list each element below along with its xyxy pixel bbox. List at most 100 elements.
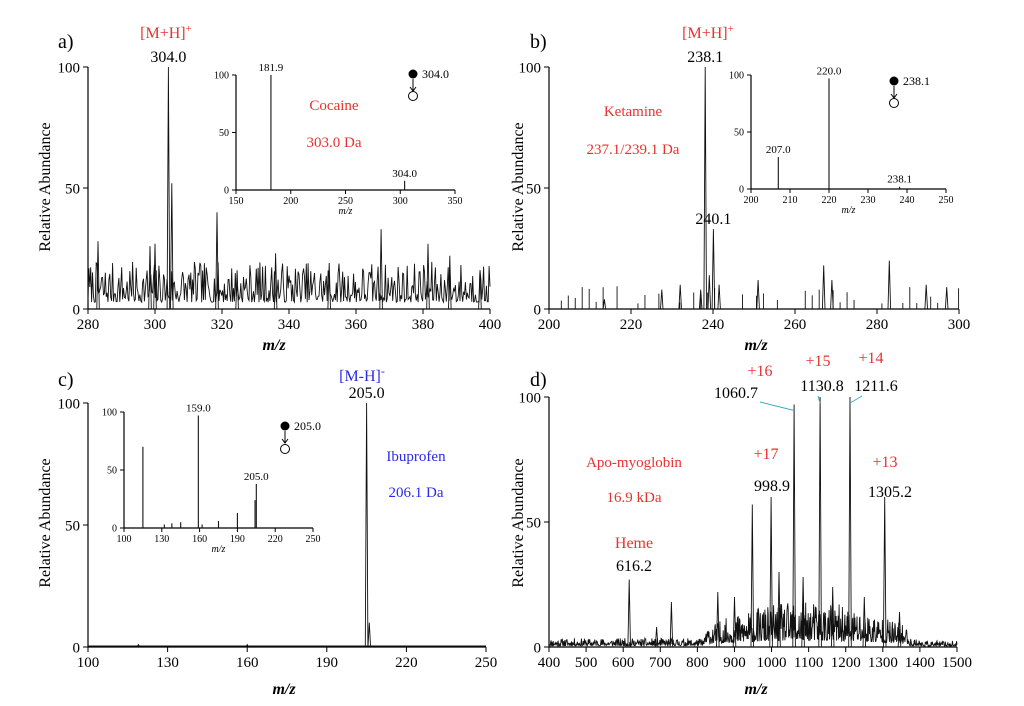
panel-a: a) Relative Abundance m/z 280 300 320 340 36… bbox=[37, 23, 501, 354]
panel-d-y-tick-label: 0 bbox=[534, 640, 542, 656]
panel-a-x-tick-label: 340 bbox=[278, 317, 301, 333]
panel-b-peak bbox=[707, 275, 712, 310]
panel-a-peak bbox=[169, 183, 174, 310]
panel-c-y-tick-label: 100 bbox=[58, 396, 81, 412]
panel-d-peak bbox=[862, 596, 867, 648]
panel-b-peak bbox=[887, 260, 892, 310]
panel-b-x-tick-label: 240 bbox=[702, 317, 725, 333]
panel-b-compound-label: Ketamine bbox=[604, 104, 663, 120]
panel-d-annotation-leader bbox=[817, 395, 821, 404]
panel-b-x-tick-label: 300 bbox=[948, 317, 971, 333]
panel-b-peak bbox=[602, 299, 607, 310]
panel-a-peak bbox=[448, 255, 452, 310]
panel-d-annotation-leader bbox=[759, 401, 795, 411]
panel-d-x-tick-label: 1200 bbox=[831, 655, 861, 671]
panel-d-x-tick-label: 800 bbox=[686, 655, 709, 671]
panel-c-peak bbox=[364, 402, 369, 648]
panel-c-x-axis-label: m/z bbox=[272, 681, 296, 698]
panel-b-peak bbox=[924, 284, 928, 310]
panel-c-inset-x-axis-label: m/z bbox=[212, 544, 226, 555]
panel-a-peak bbox=[379, 229, 383, 310]
panel-c-main-plot: 100 130 160 190 220 250 0 50 100 205.0 bbox=[58, 385, 498, 671]
panel-b-inset-x-tick-label: 230 bbox=[861, 195, 876, 206]
panel-d-annotation-tag: +13 bbox=[872, 454, 897, 471]
panel-a-peak bbox=[166, 66, 171, 310]
panel-a-y-tick-label: 100 bbox=[58, 60, 81, 76]
panel-a-inset-peak-label: 181.9 bbox=[259, 62, 284, 74]
panel-b-x-axis-label: m/z bbox=[744, 337, 768, 354]
panel-b-inset-peak-label: 207.0 bbox=[766, 144, 791, 156]
panel-d-compound-label: Apo-myoglobin bbox=[586, 455, 682, 471]
panel-d-peak bbox=[732, 596, 737, 648]
panel-d-x-axis-label: m/z bbox=[744, 681, 768, 698]
panel-b-mass-label: 237.1/239.1 Da bbox=[587, 142, 680, 158]
panel-a-y-axis-label: Relative Abundance bbox=[37, 122, 54, 251]
panel-d-annotation-value: 616.2 bbox=[616, 558, 652, 575]
panel-b-x-tick-label: 200 bbox=[538, 317, 561, 333]
panel-a-x-tick-label: 400 bbox=[479, 317, 502, 333]
panel-c-ion-label: [M-H]- bbox=[339, 364, 385, 385]
panel-b-ion-charge: + bbox=[728, 23, 734, 35]
panel-b-inset-plot: 200 210 220 230 240 250 0 50 100 m/z 207.0 220.0 238… bbox=[729, 65, 954, 216]
panel-d-peak bbox=[830, 586, 835, 648]
panel-b-peak bbox=[711, 229, 716, 310]
panel-d-annotation-tag: Heme bbox=[615, 535, 653, 552]
panel-a-axes bbox=[87, 67, 490, 310]
panel-c-inset-y-tick-label: 0 bbox=[112, 524, 117, 535]
panel-c-x-tick-label: 250 bbox=[475, 655, 498, 671]
panel-d-annotation-tag: +14 bbox=[858, 350, 883, 367]
panel-d-peak bbox=[818, 396, 822, 648]
panel-a-peak bbox=[327, 262, 331, 310]
panel-c-peak bbox=[245, 643, 249, 648]
panel-a-peak bbox=[273, 253, 278, 310]
panel-d-peak bbox=[848, 396, 852, 648]
panel-a-x-tick-label: 360 bbox=[345, 317, 368, 333]
panel-c-y-tick-label: 50 bbox=[65, 518, 80, 534]
panel-d-annotation-value: 1060.7 bbox=[714, 385, 758, 402]
panel-a-noise-trace bbox=[87, 261, 491, 304]
panel-a-x-axis-label: m/z bbox=[262, 337, 286, 354]
panel-a-inset-x-tick-label: 350 bbox=[448, 196, 463, 207]
panel-d-x-tick-label: 400 bbox=[538, 655, 561, 671]
panel-a-peak bbox=[235, 270, 239, 310]
panel-d: d) Relative Abundance m/z 400 500 600 700 80… bbox=[510, 350, 972, 698]
panel-b-inset-x-tick-label: 200 bbox=[744, 195, 759, 206]
panel-c-peak-label: 205.0 bbox=[349, 385, 385, 402]
panel-a-y-tick-label: 0 bbox=[73, 302, 81, 318]
panel-d-x-tick-label: 600 bbox=[612, 655, 635, 671]
panel-d-peak bbox=[882, 496, 887, 648]
panel-d-x-tick-label: 1500 bbox=[942, 655, 972, 671]
panel-a-inset-x-axis-label: m/z bbox=[339, 206, 353, 217]
panel-a-x-tick-label: 320 bbox=[211, 317, 234, 333]
panel-b-peak bbox=[660, 289, 664, 310]
panel-c-letter: c) bbox=[58, 369, 74, 391]
panel-b-inset-y-tick-label: 0 bbox=[739, 185, 744, 196]
panel-c-y-tick-label: 0 bbox=[73, 640, 81, 656]
panel-b-y-tick-label: 100 bbox=[519, 60, 542, 76]
panel-c-inset-x-tick-label: 250 bbox=[306, 534, 321, 545]
panel-d-annotation-value: 1305.2 bbox=[868, 484, 912, 501]
panel-b-x-tick-label: 280 bbox=[866, 317, 889, 333]
panel-d-annotation-value: 1211.6 bbox=[854, 378, 897, 395]
panel-a-x-tick-label: 380 bbox=[412, 317, 435, 333]
panel-c-inset-x-tick-label: 130 bbox=[154, 534, 169, 545]
panel-b-main-plot: 200 220 240 260 280 300 0 50 100 238.1 240.1 bbox=[519, 49, 971, 333]
panel-a-inset-y-tick-label: 50 bbox=[219, 128, 229, 139]
panel-a-main-plot: 280 300 320 340 360 380 400 0 50 100 304.0 bbox=[58, 49, 502, 333]
panel-a-ion-base: [M+H] bbox=[140, 25, 185, 42]
panel-d-peak bbox=[897, 611, 902, 648]
panel-b-y-tick-label: 0 bbox=[534, 302, 542, 318]
panel-c-x-tick-label: 220 bbox=[395, 655, 418, 671]
panel-b-peak bbox=[756, 279, 760, 310]
panel-c-precursor-label: 205.0 bbox=[294, 419, 321, 433]
panel-c: c) Relative Abundance m/z 100 130 160 190 22… bbox=[37, 364, 497, 698]
panel-d-annotation-leader bbox=[849, 395, 863, 404]
panel-b-inset-x-tick-label: 210 bbox=[783, 195, 798, 206]
panel-a-inset-axes bbox=[235, 75, 455, 191]
panel-b-peak bbox=[703, 66, 707, 310]
panel-d-y-tick-label: 50 bbox=[526, 515, 541, 531]
panel-a-peak bbox=[153, 243, 157, 310]
panel-b-inset-x-tick-label: 250 bbox=[939, 195, 954, 206]
panel-a-precursor-label: 304.0 bbox=[422, 67, 449, 81]
